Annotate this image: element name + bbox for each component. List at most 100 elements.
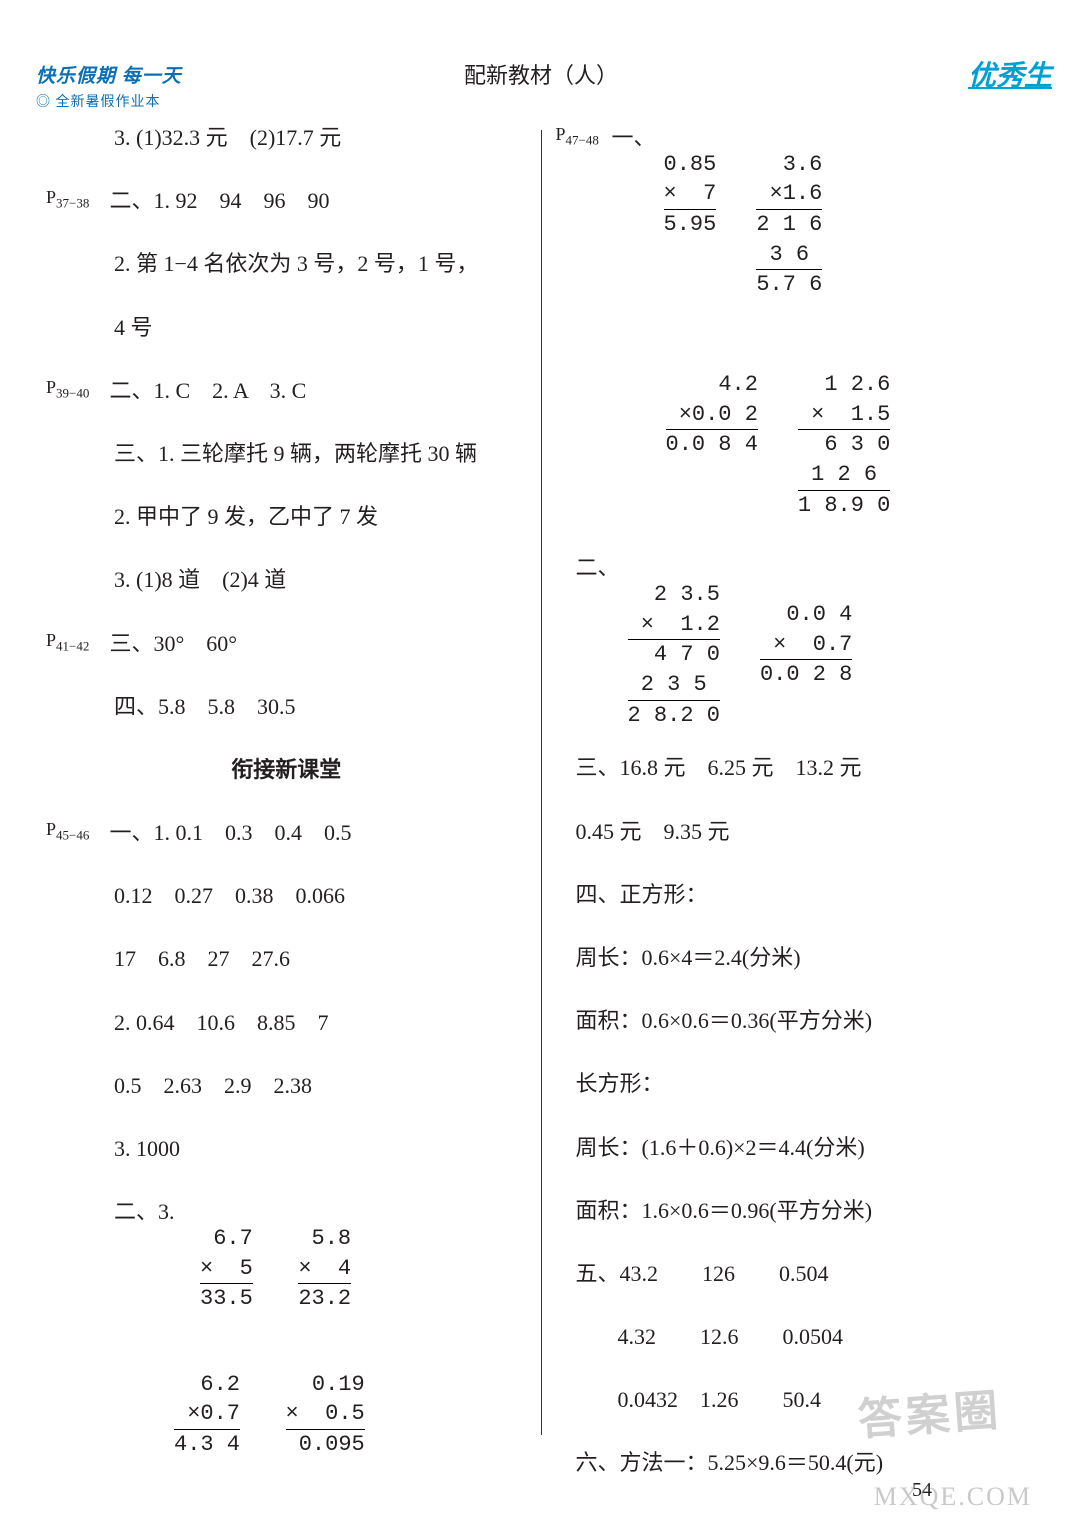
calc-b: ×1.6 bbox=[770, 181, 823, 206]
answer-line: 四、5.8 5.8 30.5 bbox=[114, 689, 527, 724]
calc-b: × 0.7 bbox=[773, 632, 852, 657]
section-heading: 衔接新课堂 bbox=[46, 752, 527, 787]
vertical-multiplication: 6.7 × 5 33.5 bbox=[200, 1194, 253, 1314]
answer-line: 五、43.2 126 0.504 bbox=[576, 1256, 1037, 1291]
answer-line: 周长：(1.6＋0.6)×2＝4.4(分米) bbox=[576, 1130, 1037, 1165]
page-ref-row: P47−48 一、 0.85 × 7 5.95 3.6 ×1.6 2 1 6 3… bbox=[556, 120, 1037, 320]
answer-line: 四、正方形： bbox=[576, 877, 1037, 912]
page-ref-row: P39−40 二、1. C 2. A 3. C bbox=[46, 373, 527, 408]
calc-r: 0.0 8 4 bbox=[666, 432, 758, 457]
answer-line: 3. (1)8 道 (2)4 道 bbox=[114, 562, 527, 597]
calc-a: 2 3.5 bbox=[654, 582, 720, 607]
left-column: 3. (1)32.3 元 (2)17.7 元 P37−38 二、1. 92 94… bbox=[36, 120, 537, 1466]
calc-r: 23.2 bbox=[298, 1286, 351, 1311]
page-ref: P37−38 bbox=[46, 183, 104, 214]
brand-logo: 优秀生 bbox=[968, 55, 1052, 100]
answer-line: 2. 第 1−4 名依次为 3 号，2 号，1 号， bbox=[114, 246, 527, 281]
calc-r: 33.5 bbox=[200, 1286, 253, 1311]
answer-line: 0.12 0.27 0.38 0.066 bbox=[114, 878, 527, 913]
page-ref-sub: 41−42 bbox=[56, 638, 89, 653]
answer-line: 面积：1.6×0.6＝0.96(平方分米) bbox=[576, 1193, 1037, 1228]
column-divider bbox=[541, 130, 542, 1435]
page-ref-row: P45−46 一、1. 0.1 0.3 0.4 0.5 bbox=[46, 815, 527, 850]
answer-line: 周长：0.6×4＝2.4(分米) bbox=[576, 940, 1037, 975]
page-title: 配新教材（人） bbox=[0, 58, 1082, 93]
calc-r: 1 8.9 0 bbox=[798, 493, 890, 518]
watermark-url: MXQE.COM bbox=[874, 1476, 1032, 1518]
section-prefix: 一、 bbox=[612, 120, 656, 155]
calc-r: 0.095 bbox=[299, 1432, 365, 1457]
calc-b: × 1.2 bbox=[641, 612, 720, 637]
calc-rule bbox=[666, 429, 758, 430]
calc-p2: 3 6 bbox=[770, 242, 823, 267]
calc-p1: 6 3 0 bbox=[824, 432, 890, 457]
answer-line: 三、16.8 元 6.25 元 13.2 元 bbox=[576, 750, 1037, 785]
page-ref-p: P bbox=[46, 377, 56, 397]
calc-b: ×0.0 2 bbox=[679, 402, 758, 427]
calc-rule bbox=[628, 700, 720, 701]
calc-a: 4.2 bbox=[718, 372, 758, 397]
answer-line: 17 6.8 27 27.6 bbox=[114, 941, 527, 976]
vertical-multiplication: 0.85 × 7 5.95 bbox=[664, 120, 717, 240]
answer-line: 三、1. 三轮摩托 9 辆，两轮摩托 30 辆 bbox=[114, 436, 527, 471]
page-ref: P45−46 bbox=[46, 815, 104, 846]
answer-line: 长方形： bbox=[576, 1066, 1037, 1101]
calc-rule bbox=[756, 269, 822, 270]
page-ref-p: P bbox=[46, 819, 56, 839]
watermark-text: 答案圈 bbox=[856, 1376, 1005, 1456]
vertical-multiplication: 4.2 ×0.0 2 0.0 8 4 bbox=[666, 340, 758, 460]
answer-line: 一、1. 0.1 0.3 0.4 0.5 bbox=[110, 815, 352, 850]
calc-rule bbox=[798, 429, 890, 430]
answer-line: 二、1. C 2. A 3. C bbox=[110, 373, 307, 408]
vertical-multiplication: 5.8 × 4 23.2 bbox=[298, 1194, 351, 1314]
answer-line: 3. 1000 bbox=[114, 1131, 527, 1166]
answer-line: 0.5 2.63 2.9 2.38 bbox=[114, 1068, 527, 1103]
vertical-multiplication: 1 2.6 × 1.5 6 3 0 1 2 6 1 8.9 0 bbox=[798, 340, 890, 520]
calc-rule bbox=[664, 209, 717, 210]
calc-a: 0.0 4 bbox=[786, 602, 852, 627]
page-ref: P39−40 bbox=[46, 373, 104, 404]
calc-rule bbox=[760, 659, 852, 660]
page-ref-p: P bbox=[46, 187, 56, 207]
vertical-multiplication: 6.2 ×0.7 4.3 4 bbox=[174, 1340, 240, 1460]
answer-line: 2. 0.64 10.6 8.85 7 bbox=[114, 1005, 527, 1040]
answer-line: 2. 甲中了 9 发，乙中了 7 发 bbox=[114, 499, 527, 534]
page-ref-p: P bbox=[556, 124, 566, 144]
calc-a: 1 2.6 bbox=[824, 372, 890, 397]
calc-b: × 4 bbox=[298, 1256, 351, 1281]
calc-rule bbox=[798, 490, 890, 491]
header-subtitle: ◎ 全新暑假作业本 bbox=[36, 92, 182, 114]
page-ref-sub: 47−48 bbox=[566, 133, 599, 148]
calc-p2: 2 3 5 bbox=[641, 672, 720, 697]
page-ref: P41−42 bbox=[46, 626, 104, 657]
calc-label: 二、3. bbox=[114, 1199, 175, 1224]
page-ref-row: P41−42 三、30° 60° bbox=[46, 626, 527, 661]
calc-a: 0.85 bbox=[664, 152, 717, 177]
answer-line: 4.32 12.6 0.0504 bbox=[618, 1319, 1037, 1354]
vertical-multiplication: 0.0 4 × 0.7 0.0 2 8 bbox=[760, 570, 852, 690]
calc-rule bbox=[756, 209, 822, 210]
calc-rule bbox=[200, 1283, 253, 1284]
calc-rule bbox=[286, 1429, 365, 1430]
right-column: P47−48 一、 0.85 × 7 5.95 3.6 ×1.6 2 1 6 3… bbox=[546, 120, 1047, 1466]
section-prefix: 二、 bbox=[576, 550, 620, 585]
answer-line: 六、方法一：5.25×9.6＝50.4(元) bbox=[576, 1445, 1037, 1480]
calc-p1: 2 1 6 bbox=[756, 212, 822, 237]
answer-line: 3. (1)32.3 元 (2)17.7 元 bbox=[114, 120, 527, 155]
content-columns: 3. (1)32.3 元 (2)17.7 元 P37−38 二、1. 92 94… bbox=[36, 120, 1046, 1466]
calc-p1: 4 7 0 bbox=[654, 642, 720, 667]
calc-a: 5.8 bbox=[312, 1226, 352, 1251]
calc-b: × 7 bbox=[664, 181, 717, 206]
calc-group: 二、3. 6.7 × 5 33.5 5.8 × 4 23.2 bbox=[114, 1194, 527, 1334]
calc-group: 4.2 ×0.0 2 0.0 8 4 1 2.6 × 1.5 6 3 0 1 2… bbox=[666, 340, 1037, 540]
page-ref-row: P37−38 二、1. 92 94 96 90 bbox=[46, 183, 527, 218]
page-ref-sub: 37−38 bbox=[56, 196, 89, 211]
page-ref-p: P bbox=[46, 630, 56, 650]
answer-line: 4 号 bbox=[114, 310, 527, 345]
calc-r: 5.95 bbox=[664, 212, 717, 237]
calc-a: 6.2 bbox=[200, 1372, 240, 1397]
answer-line: 三、30° 60° bbox=[110, 626, 238, 661]
page-ref-sub: 45−46 bbox=[56, 828, 89, 843]
vertical-multiplication: 0.19 × 0.5 0.095 bbox=[286, 1340, 365, 1460]
calc-rule bbox=[628, 639, 720, 640]
